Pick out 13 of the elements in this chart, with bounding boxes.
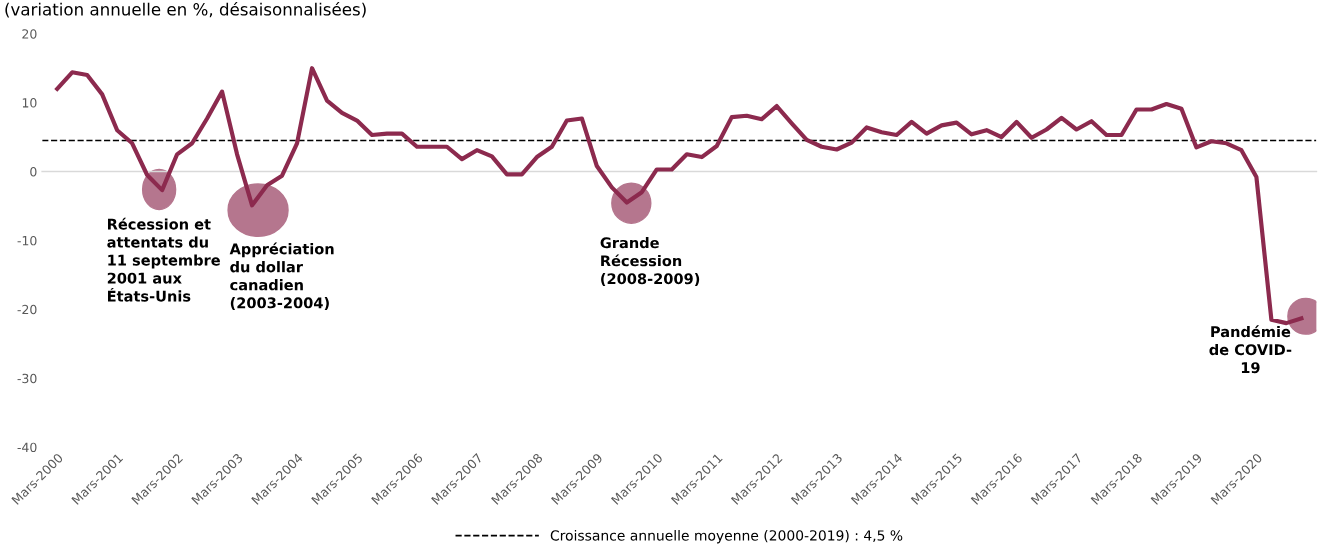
annotation: Appréciation du dollar canadien (2003-2004) (229, 242, 334, 311)
ref-line-label: Croissance annuelle moyenne (2000-2019) : 4,5 % (550, 529, 903, 544)
y-tick-label: 20 (22, 29, 37, 39)
annotation: Pandémie de COVID- 19 (1209, 325, 1292, 374)
y-tick-label: -20 (17, 304, 37, 315)
y-tick-label: 0 (30, 167, 37, 177)
annotation: Récession et attentats du 11 septembre 2001 aux États-Unis (107, 217, 220, 302)
annotation: Grande Récession (2008-2009) (600, 237, 700, 286)
chart-subtitle: (variation annuelle en %, désaisonnalisées) (5, 2, 366, 18)
y-tick-label: -30 (17, 373, 37, 384)
y-tick-label: 10 (22, 98, 37, 108)
y-tick-label: -40 (17, 442, 37, 453)
y-tick-label: -10 (17, 235, 37, 246)
